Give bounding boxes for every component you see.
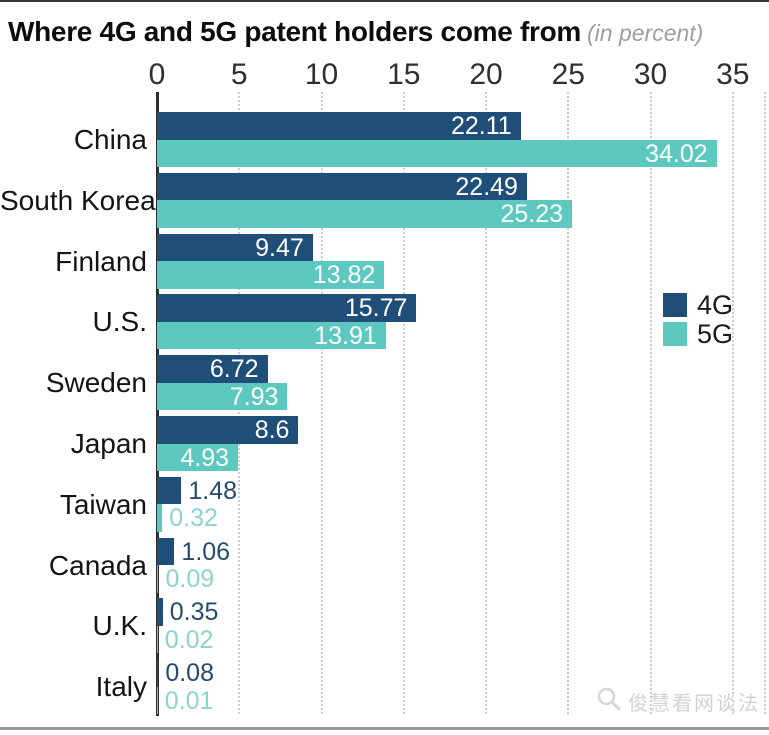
bar-4g-7 bbox=[157, 537, 175, 566]
x-axis-tick-25: 25 bbox=[551, 58, 585, 91]
value-label-5g-3: 13.91 bbox=[314, 321, 377, 350]
gridline-25 bbox=[567, 92, 570, 714]
bar-5g-6 bbox=[157, 504, 163, 532]
gridline-35 bbox=[731, 92, 734, 714]
bar-4g-4 bbox=[157, 355, 268, 383]
chart-subtitle: (in percent) bbox=[587, 20, 704, 46]
gridline-30 bbox=[649, 92, 652, 714]
plot-right-boundary bbox=[764, 92, 766, 714]
bar-5g-3 bbox=[157, 321, 386, 350]
value-label-4g-2: 9.47 bbox=[255, 233, 304, 262]
x-axis-tick-15: 15 bbox=[387, 58, 421, 91]
legend-swatch-4g bbox=[663, 293, 687, 317]
x-axis-tick-35: 35 bbox=[716, 58, 750, 91]
gridline-10 bbox=[320, 92, 323, 714]
category-label: China bbox=[73, 124, 147, 155]
value-label-5g-5: 4.93 bbox=[180, 443, 230, 472]
bar-4g-3 bbox=[157, 294, 417, 322]
legend-label-5g: 5G bbox=[697, 319, 734, 349]
category-label: South Korea bbox=[0, 184, 156, 216]
value-label-5g-1: 25.23 bbox=[500, 200, 564, 229]
chart-title: Where 4G and 5G patent holders come from bbox=[8, 16, 582, 47]
value-label-5g-4: 7.93 bbox=[229, 382, 279, 411]
bar-4g-1 bbox=[157, 172, 527, 201]
bar-4g-8 bbox=[157, 598, 163, 626]
bar-4g-0 bbox=[157, 112, 521, 140]
value-label-5g-2: 13.82 bbox=[312, 261, 376, 290]
value-label-4g-3: 15.77 bbox=[344, 294, 408, 323]
category-label: Sweden bbox=[45, 367, 147, 399]
value-label-4g-7: 1.06 bbox=[181, 537, 231, 566]
value-label-4g-6: 1.48 bbox=[188, 476, 238, 505]
legend-item-4g: 4G bbox=[663, 290, 734, 320]
gridline-15 bbox=[402, 92, 405, 714]
bar-4g-9 bbox=[157, 659, 159, 687]
value-label-4g-8: 0.35 bbox=[169, 598, 219, 627]
chart-header: Where 4G and 5G patent holders come from… bbox=[8, 16, 703, 48]
category-label: Japan bbox=[70, 428, 147, 459]
category-label: U.S. bbox=[92, 306, 147, 338]
category-label: Italy bbox=[95, 671, 147, 703]
x-axis-tick-20: 20 bbox=[469, 58, 503, 91]
value-label-4g-0: 22.11 bbox=[450, 112, 512, 140]
x-axis-tick-30: 30 bbox=[633, 58, 668, 91]
bar-4g-6 bbox=[157, 476, 182, 505]
value-label-5g-7: 0.09 bbox=[165, 565, 215, 594]
gridline-20 bbox=[485, 92, 487, 714]
value-label-5g-8: 0.02 bbox=[164, 625, 214, 654]
bar-5g-0 bbox=[157, 139, 717, 167]
bar-5g-7 bbox=[157, 565, 159, 593]
x-axis-tick-0: 0 bbox=[148, 58, 166, 91]
watermark-label: 俊慧看网谈法 bbox=[628, 693, 760, 715]
top-border-line bbox=[0, 0, 769, 2]
category-label: Canada bbox=[48, 549, 147, 581]
value-label-5g-6: 0.32 bbox=[169, 504, 218, 533]
x-axis-tick-5: 5 bbox=[230, 58, 248, 91]
value-label-4g-1: 22.49 bbox=[455, 172, 518, 201]
bottom-border-line bbox=[0, 727, 769, 730]
legend-item-5g: 5G bbox=[663, 319, 734, 349]
bar-5g-2 bbox=[157, 261, 385, 289]
legend: 4G 5G bbox=[663, 290, 734, 351]
category-label: U.K. bbox=[92, 610, 147, 642]
bar-5g-5 bbox=[157, 443, 239, 471]
value-label-4g-9: 0.08 bbox=[165, 659, 214, 688]
category-label: Taiwan bbox=[59, 488, 147, 520]
value-label-5g-9: 0.01 bbox=[164, 686, 214, 715]
value-label-4g-4: 6.72 bbox=[209, 355, 259, 384]
magnifier-icon bbox=[596, 686, 622, 717]
bar-5g-4 bbox=[157, 382, 288, 411]
bar-4g-2 bbox=[157, 233, 313, 262]
bar-5g-8 bbox=[157, 625, 158, 654]
category-label: Finland bbox=[55, 245, 147, 277]
value-label-5g-0: 34.02 bbox=[645, 139, 708, 168]
bar-5g-9 bbox=[157, 686, 158, 715]
bar-4g-5 bbox=[157, 416, 299, 444]
value-label-4g-5: 8.6 bbox=[254, 416, 290, 444]
legend-swatch-5g bbox=[663, 322, 687, 346]
bar-5g-1 bbox=[157, 200, 573, 228]
watermark: 俊慧看网谈法 bbox=[596, 686, 760, 717]
x-axis-tick-10: 10 bbox=[304, 58, 339, 91]
legend-label-4g: 4G bbox=[697, 290, 734, 320]
